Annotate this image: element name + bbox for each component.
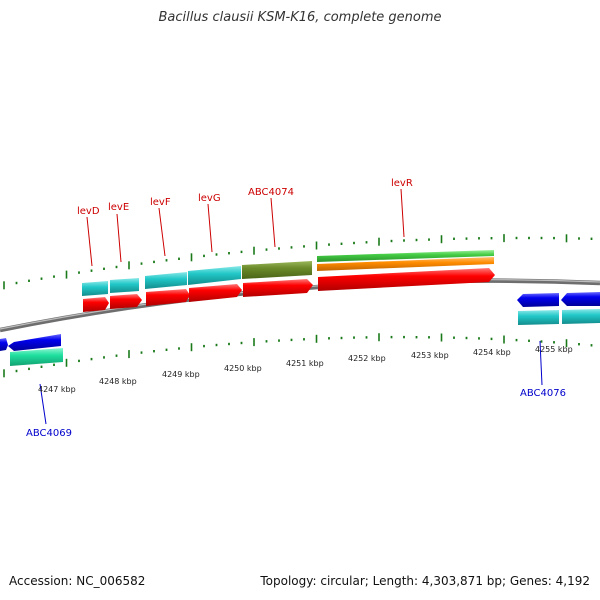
levD-cds-bar <box>82 281 108 296</box>
levF-leader <box>158 207 166 257</box>
abc4074-leader <box>270 197 276 248</box>
gene-label-abc4074: ABC4074 <box>248 187 294 198</box>
levG-cds-bar <box>188 266 241 285</box>
levD-gene-arrow <box>83 297 109 312</box>
abc4076-cds-bar <box>518 310 559 325</box>
kbp-label: 4252 kbp <box>348 354 386 363</box>
kbp-label: 4248 kbp <box>99 377 137 386</box>
levF-gene-arrow <box>146 289 190 306</box>
levE-leader <box>116 213 122 263</box>
levG-leader <box>207 203 213 253</box>
abc4074-gene-arrow <box>243 279 313 297</box>
outer-tick-ruler <box>3 234 593 290</box>
kbp-label: 4250 kbp <box>224 364 262 373</box>
kbp-label: 4254 kbp <box>473 348 511 357</box>
gene-label-levF: levF <box>150 197 171 208</box>
levR-green-bar <box>317 250 494 262</box>
gene-label-abc4069: ABC4069 <box>26 428 72 439</box>
kbp-label: 4251 kbp <box>286 359 324 368</box>
abc4069-gene-arrow <box>8 334 61 351</box>
abc4076-gene-arrow <box>517 293 559 307</box>
gene-label-abc4076: ABC4076 <box>520 388 566 399</box>
topology-text: Topology: circular; Length: 4,303,871 bp… <box>260 574 590 588</box>
gene-label-levG: levG <box>198 193 221 204</box>
inner-tick-ruler <box>3 333 593 378</box>
figure-title: Bacillus clausii KSM-K16, complete genom… <box>158 10 442 25</box>
abc4074-cds-bar <box>242 261 312 279</box>
abc4069-cds-bar <box>10 348 63 366</box>
kbp-label: 4247 kbp <box>38 385 76 394</box>
abc4076-leader <box>539 340 543 386</box>
levF-cds-bar <box>145 272 187 289</box>
levE-cds-bar <box>110 278 139 293</box>
levR-gene-arrow <box>318 268 495 291</box>
levE-gene-arrow <box>110 294 142 309</box>
levG-gene-arrow <box>189 284 242 302</box>
right-edge-cds-bar <box>562 309 600 324</box>
accession-text: Accession: NC_006582 <box>9 574 146 588</box>
kbp-label: 4253 kbp <box>411 351 449 360</box>
gene-label-levD: levD <box>77 206 100 217</box>
levR-orange-bar <box>317 257 494 271</box>
levR-leader <box>400 188 405 238</box>
kbp-label: 4255 kbp <box>535 345 573 354</box>
gene-label-levE: levE <box>108 202 129 213</box>
abc4069-leader <box>39 383 47 425</box>
left-edge-gene-arrow <box>0 338 8 351</box>
kbp-label: 4249 kbp <box>162 370 200 379</box>
topology-value: Topology: circular; Length: 4,303,871 bp… <box>260 574 590 588</box>
levD-leader <box>86 216 93 267</box>
gene-label-levR: levR <box>391 178 413 189</box>
right-edge-gene-arrow <box>561 292 600 306</box>
